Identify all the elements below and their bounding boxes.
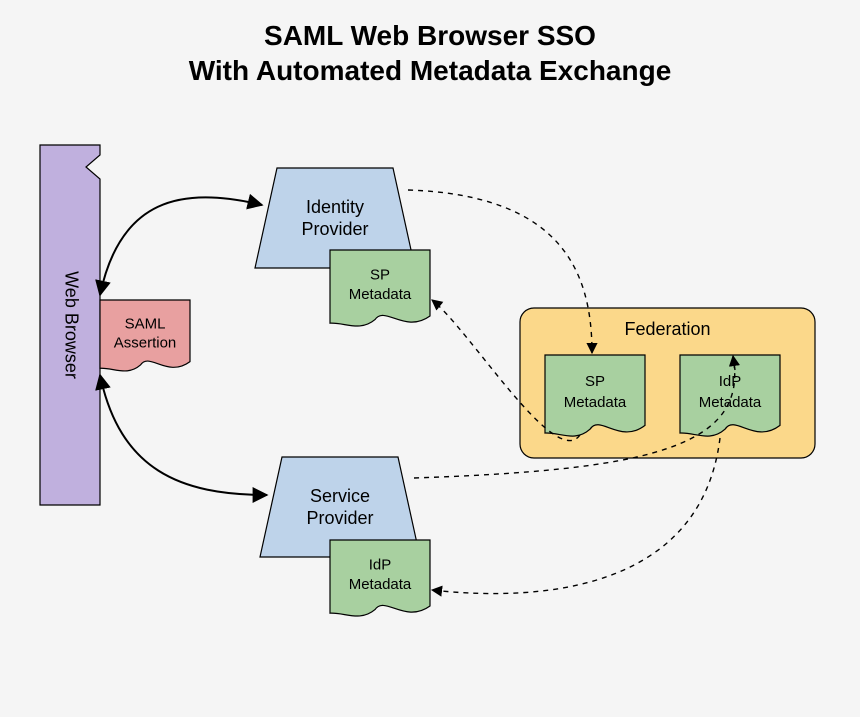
- identity-provider-label1: Identity: [306, 197, 364, 217]
- saml-assertion-label1: SAML: [125, 315, 166, 332]
- sp-metadata-top-label2: Metadata: [349, 286, 412, 303]
- federation-sp-metadata-label2: Metadata: [564, 394, 627, 411]
- federation-sp-metadata-node: SP Metadata: [545, 355, 645, 436]
- sp-metadata-top-label1: SP: [370, 266, 390, 283]
- saml-assertion-label2: Assertion: [114, 334, 177, 351]
- diagram-title-line1: SAML Web Browser SSO: [264, 20, 596, 51]
- federation-idp-metadata-label1: IdP: [719, 373, 742, 390]
- idp-metadata-bot-label2: Metadata: [349, 576, 412, 593]
- web-browser-label: Web Browser: [61, 271, 81, 379]
- federation-label: Federation: [624, 319, 710, 339]
- edge-browser-to-idp: [100, 197, 262, 295]
- sp-metadata-top-node: SP Metadata: [330, 250, 430, 326]
- service-provider-label2: Provider: [306, 508, 373, 528]
- edge-fed-idp-to-idp-metadata: [432, 438, 720, 594]
- diagram-title-line2: With Automated Metadata Exchange: [189, 55, 672, 86]
- federation-idp-metadata-label2: Metadata: [699, 394, 762, 411]
- edge-browser-to-sp: [100, 375, 267, 495]
- identity-provider-label2: Provider: [301, 219, 368, 239]
- idp-metadata-bot-node: IdP Metadata: [330, 540, 430, 616]
- web-browser-node: Web Browser: [40, 145, 100, 505]
- federation-sp-metadata-label1: SP: [585, 373, 605, 390]
- service-provider-label1: Service: [310, 486, 370, 506]
- federation-idp-metadata-node: IdP Metadata: [680, 355, 780, 436]
- saml-assertion-node: SAML Assertion: [100, 300, 190, 371]
- idp-metadata-bot-label1: IdP: [369, 556, 392, 573]
